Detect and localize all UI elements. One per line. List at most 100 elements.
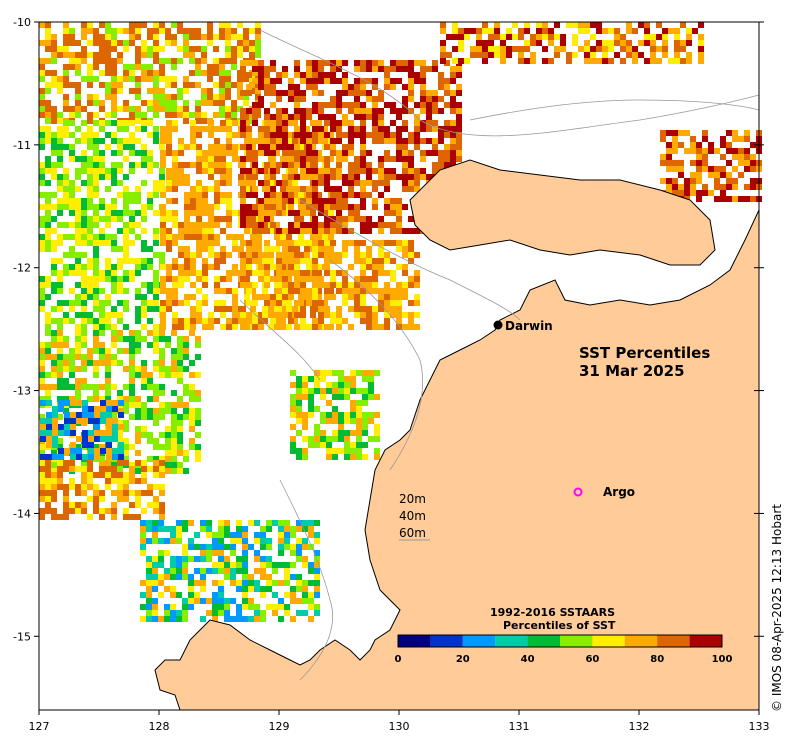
sst-pixel (147, 162, 153, 168)
sst-pixel (254, 616, 260, 622)
sst-pixel (93, 270, 99, 276)
sst-pixel (51, 372, 57, 378)
sst-pixel (220, 174, 226, 180)
sst-pixel (213, 112, 219, 118)
sst-pixel (207, 34, 213, 40)
sst-pixel (76, 436, 82, 442)
sst-pixel (184, 210, 190, 216)
sst-pixel (183, 390, 189, 396)
sst-pixel (632, 46, 638, 52)
sst-pixel (426, 90, 432, 96)
sst-pixel (129, 216, 135, 222)
sst-pixel (306, 186, 312, 192)
colorbar-tick-label: 0 (395, 654, 402, 665)
sst-pixel (674, 34, 680, 40)
sst-pixel (153, 100, 159, 106)
sst-pixel (362, 418, 368, 424)
sst-pixel (63, 354, 69, 360)
sst-pixel (75, 240, 81, 246)
sst-pixel (378, 216, 384, 222)
sst-pixel (470, 28, 476, 34)
sst-pixel (324, 180, 330, 186)
sst-pixel (81, 306, 87, 312)
sst-pixel (378, 168, 384, 174)
sst-pixel (117, 300, 123, 306)
sst-pixel (225, 22, 231, 28)
sst-pixel (87, 222, 93, 228)
sst-pixel (414, 180, 420, 186)
sst-pixel (172, 234, 178, 240)
sst-pixel (214, 180, 220, 186)
sst-pixel (100, 436, 106, 442)
sst-pixel (316, 192, 322, 198)
sst-pixel (99, 120, 105, 126)
sst-pixel (93, 384, 99, 390)
sst-pixel (246, 174, 252, 180)
sst-pixel (166, 294, 172, 300)
sst-pixel (81, 252, 87, 258)
sst-pixel (450, 102, 456, 108)
sst-pixel (81, 466, 87, 472)
sst-pixel (183, 336, 189, 342)
sst-pixel (260, 574, 266, 580)
sst-pixel (123, 76, 129, 82)
sst-pixel (308, 580, 314, 586)
sst-pixel (141, 490, 147, 496)
sst-pixel (189, 70, 195, 76)
sst-pixel (330, 78, 336, 84)
sst-pixel (348, 186, 354, 192)
sst-pixel (450, 162, 456, 168)
sst-pixel (696, 178, 702, 184)
sst-pixel (224, 598, 230, 604)
sst-pixel (99, 138, 105, 144)
sst-pixel (166, 306, 172, 312)
sst-pixel (744, 160, 750, 166)
sst-pixel (420, 84, 426, 90)
sst-pixel (99, 384, 105, 390)
sst-pixel (554, 22, 560, 28)
sst-pixel (432, 144, 438, 150)
sst-pixel (75, 100, 81, 106)
sst-pixel (75, 88, 81, 94)
sst-pixel (306, 300, 312, 306)
sst-pixel (450, 78, 456, 84)
sst-pixel (320, 412, 326, 418)
sst-pixel (288, 258, 294, 264)
sst-pixel (372, 66, 378, 72)
sst-pixel (129, 444, 135, 450)
sst-pixel (482, 58, 488, 64)
sst-pixel (105, 472, 111, 478)
sst-pixel (57, 466, 63, 472)
sst-pixel (326, 388, 332, 394)
sst-pixel (158, 526, 164, 532)
sst-pixel (444, 102, 450, 108)
sst-pixel (135, 22, 141, 28)
sst-pixel (240, 180, 246, 186)
sst-pixel (252, 312, 258, 318)
sst-pixel (360, 60, 366, 66)
sst-pixel (117, 336, 123, 342)
sst-pixel (278, 544, 284, 550)
sst-pixel (252, 162, 258, 168)
sst-pixel (420, 138, 426, 144)
sst-pixel (106, 412, 112, 418)
sst-pixel (160, 186, 166, 192)
sst-pixel (390, 84, 396, 90)
sst-pixel (81, 324, 87, 330)
sst-pixel (414, 138, 420, 144)
sst-pixel (290, 562, 296, 568)
sst-pixel (360, 150, 366, 156)
sst-pixel (252, 120, 258, 126)
sst-pixel (70, 418, 76, 424)
sst-pixel (312, 282, 318, 288)
sst-pixel (332, 430, 338, 436)
sst-pixel (638, 52, 644, 58)
sst-pixel (438, 84, 444, 90)
sst-pixel (87, 132, 93, 138)
sst-pixel (214, 126, 220, 132)
sst-pixel (57, 270, 63, 276)
sst-pixel (182, 544, 188, 550)
sst-pixel (268, 210, 274, 216)
sst-pixel (450, 150, 456, 156)
sst-pixel (342, 204, 348, 210)
